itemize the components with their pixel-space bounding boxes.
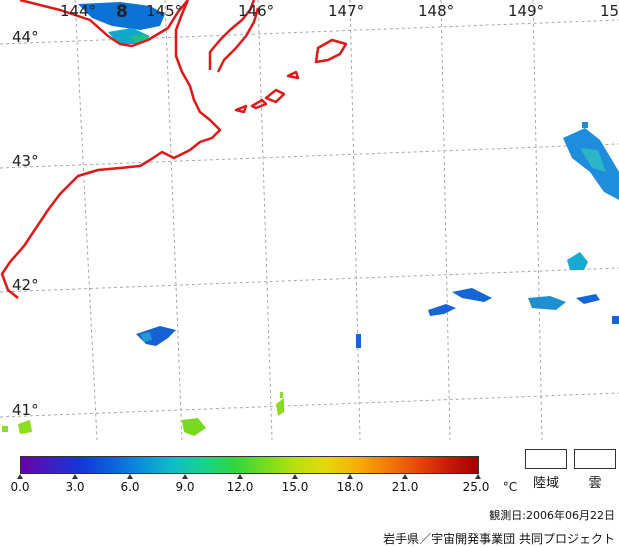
- habomai-coastline: [286, 70, 300, 80]
- scale-unit-label: °C: [502, 480, 518, 494]
- scale-tick-label: 12.0: [226, 480, 254, 494]
- longitude-label: 144°: [60, 2, 97, 20]
- longitude-label: 8: [116, 2, 128, 22]
- sst-patch: [576, 294, 600, 304]
- scale-tick-label: 6.0: [120, 480, 140, 494]
- parallel-line: [0, 19, 619, 45]
- shikotan-coastline: [314, 38, 348, 64]
- meridian-line: [440, 0, 451, 440]
- sst-patch: [140, 332, 152, 342]
- sst-patch: [2, 426, 8, 432]
- sst-patch: [276, 398, 284, 416]
- sst-patch: [130, 34, 150, 44]
- cloud-legend-swatch: [574, 449, 616, 469]
- temperature-color-scale: [20, 456, 479, 474]
- meridian-line: [532, 0, 543, 440]
- scale-tick-label: 9.0: [175, 480, 195, 494]
- sst-patch: [18, 420, 32, 434]
- meridian-line: [74, 0, 98, 440]
- scale-tick-mark: [402, 474, 408, 479]
- sst-patch: [528, 296, 566, 310]
- parallel-line: [0, 267, 619, 293]
- scale-tick-label: 25.0: [462, 480, 490, 494]
- scale-tick-mark: [237, 474, 243, 479]
- land-legend-swatch: [525, 449, 567, 469]
- kunashiri-coastline: [208, 0, 256, 70]
- scale-tick-mark: [182, 474, 188, 479]
- scale-tick-mark: [475, 474, 481, 479]
- scale-tick-label: 3.0: [65, 480, 85, 494]
- kunashiri-coastline: [216, 7, 260, 73]
- latitude-label: 44°: [12, 28, 39, 46]
- longitude-label: 149°: [508, 2, 545, 20]
- sst-patch: [582, 122, 588, 128]
- scale-tick-mark: [17, 474, 23, 479]
- scale-tick-mark: [127, 474, 133, 479]
- longitude-label: 148°: [418, 2, 455, 20]
- graticule: [0, 0, 619, 440]
- cloud-legend-label: 雲: [588, 476, 602, 491]
- scale-tick-label: 18.0: [336, 480, 364, 494]
- habomai-coastline: [234, 104, 248, 114]
- scale-tick-mark: [347, 474, 353, 479]
- sst-patches: [2, 2, 619, 436]
- scale-tick-label: 15.0: [281, 480, 309, 494]
- land-legend-label: 陸域: [532, 476, 560, 491]
- sst-patch: [567, 252, 588, 270]
- longitude-label: 146°: [238, 2, 275, 20]
- scale-tick-label: 21.0: [391, 480, 419, 494]
- hokkaido-coastline: [19, 0, 189, 48]
- sst-patch: [452, 288, 492, 302]
- sst-patch: [612, 316, 619, 324]
- scale-tick-mark: [292, 474, 298, 479]
- sst-patch: [580, 148, 606, 172]
- meridian-line: [164, 0, 183, 440]
- habomai-coastline: [250, 98, 268, 110]
- latitude-label: 42°: [12, 276, 39, 294]
- longitude-label: 15: [600, 2, 619, 20]
- meridian-line: [257, 0, 273, 440]
- latitude-label: 41°: [12, 401, 39, 419]
- hokkaido-coastline: [0, 0, 222, 299]
- scale-tick-label: 0.0: [10, 480, 30, 494]
- sst-patch: [428, 304, 456, 316]
- sst-patch: [280, 392, 283, 398]
- latitude-label: 43°: [12, 152, 39, 170]
- sst-patch: [182, 418, 206, 436]
- parallel-line: [0, 143, 619, 169]
- sst-patch: [356, 334, 361, 348]
- parallel-line: [0, 392, 619, 418]
- sst-patch: [78, 2, 165, 30]
- longitude-label: 145°: [146, 2, 183, 20]
- sea-surface-temperature-map: [0, 0, 619, 440]
- scale-tick-mark: [72, 474, 78, 479]
- habomai-coastline: [264, 88, 286, 104]
- meridian-line: [349, 0, 361, 440]
- credit-text: 岩手県／宇宙開発事業団 共同プロジェクト: [383, 532, 615, 546]
- observation-date: 観測日:2006年06月22日: [489, 509, 615, 522]
- longitude-label: 147°: [328, 2, 365, 20]
- coastline: [0, 0, 348, 299]
